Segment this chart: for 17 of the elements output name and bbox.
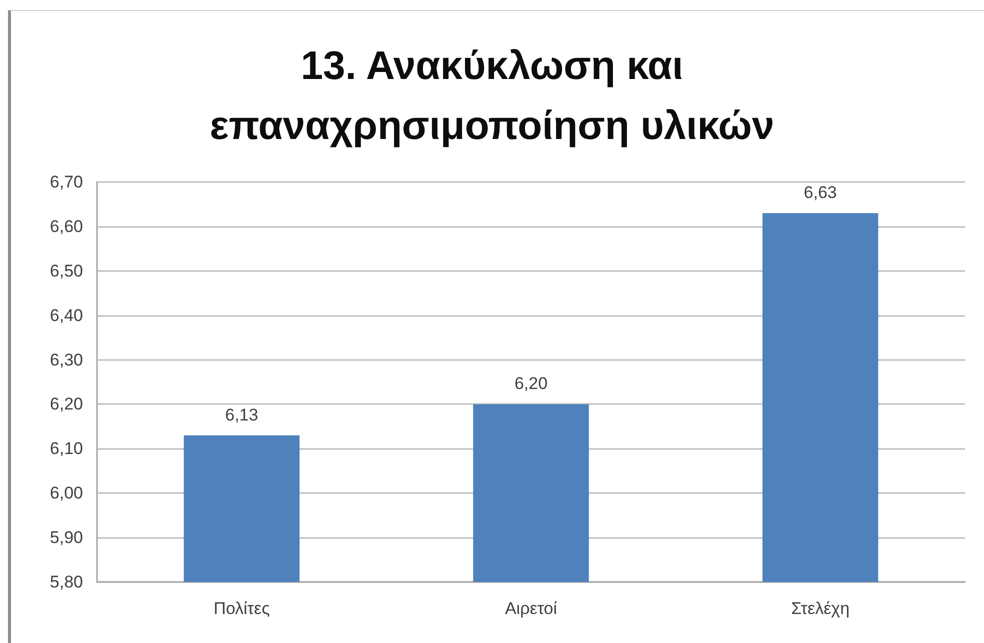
data-label: 6,13 xyxy=(225,405,258,424)
y-tick-label: 6,60 xyxy=(50,216,83,236)
y-tick-label: 6,00 xyxy=(50,484,83,503)
y-tick-label: 6,70 xyxy=(50,172,83,192)
y-tick-label: 5,80 xyxy=(50,572,83,592)
y-tick-label: 6,10 xyxy=(50,439,83,458)
y-tick-label: 6,50 xyxy=(50,261,83,280)
y-tick-label: 6,30 xyxy=(50,350,83,370)
x-tick-label: Αιρετοί xyxy=(504,599,558,618)
y-tick-label: 5,90 xyxy=(50,528,83,548)
y-tick-label: 6,40 xyxy=(50,306,83,325)
data-label: 6,20 xyxy=(514,374,548,394)
x-tick-label: Στελέχη xyxy=(791,599,850,618)
y-tick-label: 6,20 xyxy=(50,394,83,414)
x-tick-label: Πολίτες xyxy=(214,599,270,618)
chart-title: 13. Ανακύκλωση και επαναχρησιμοποίηση υλικών xyxy=(208,43,776,150)
data-label: 6,63 xyxy=(804,183,837,202)
